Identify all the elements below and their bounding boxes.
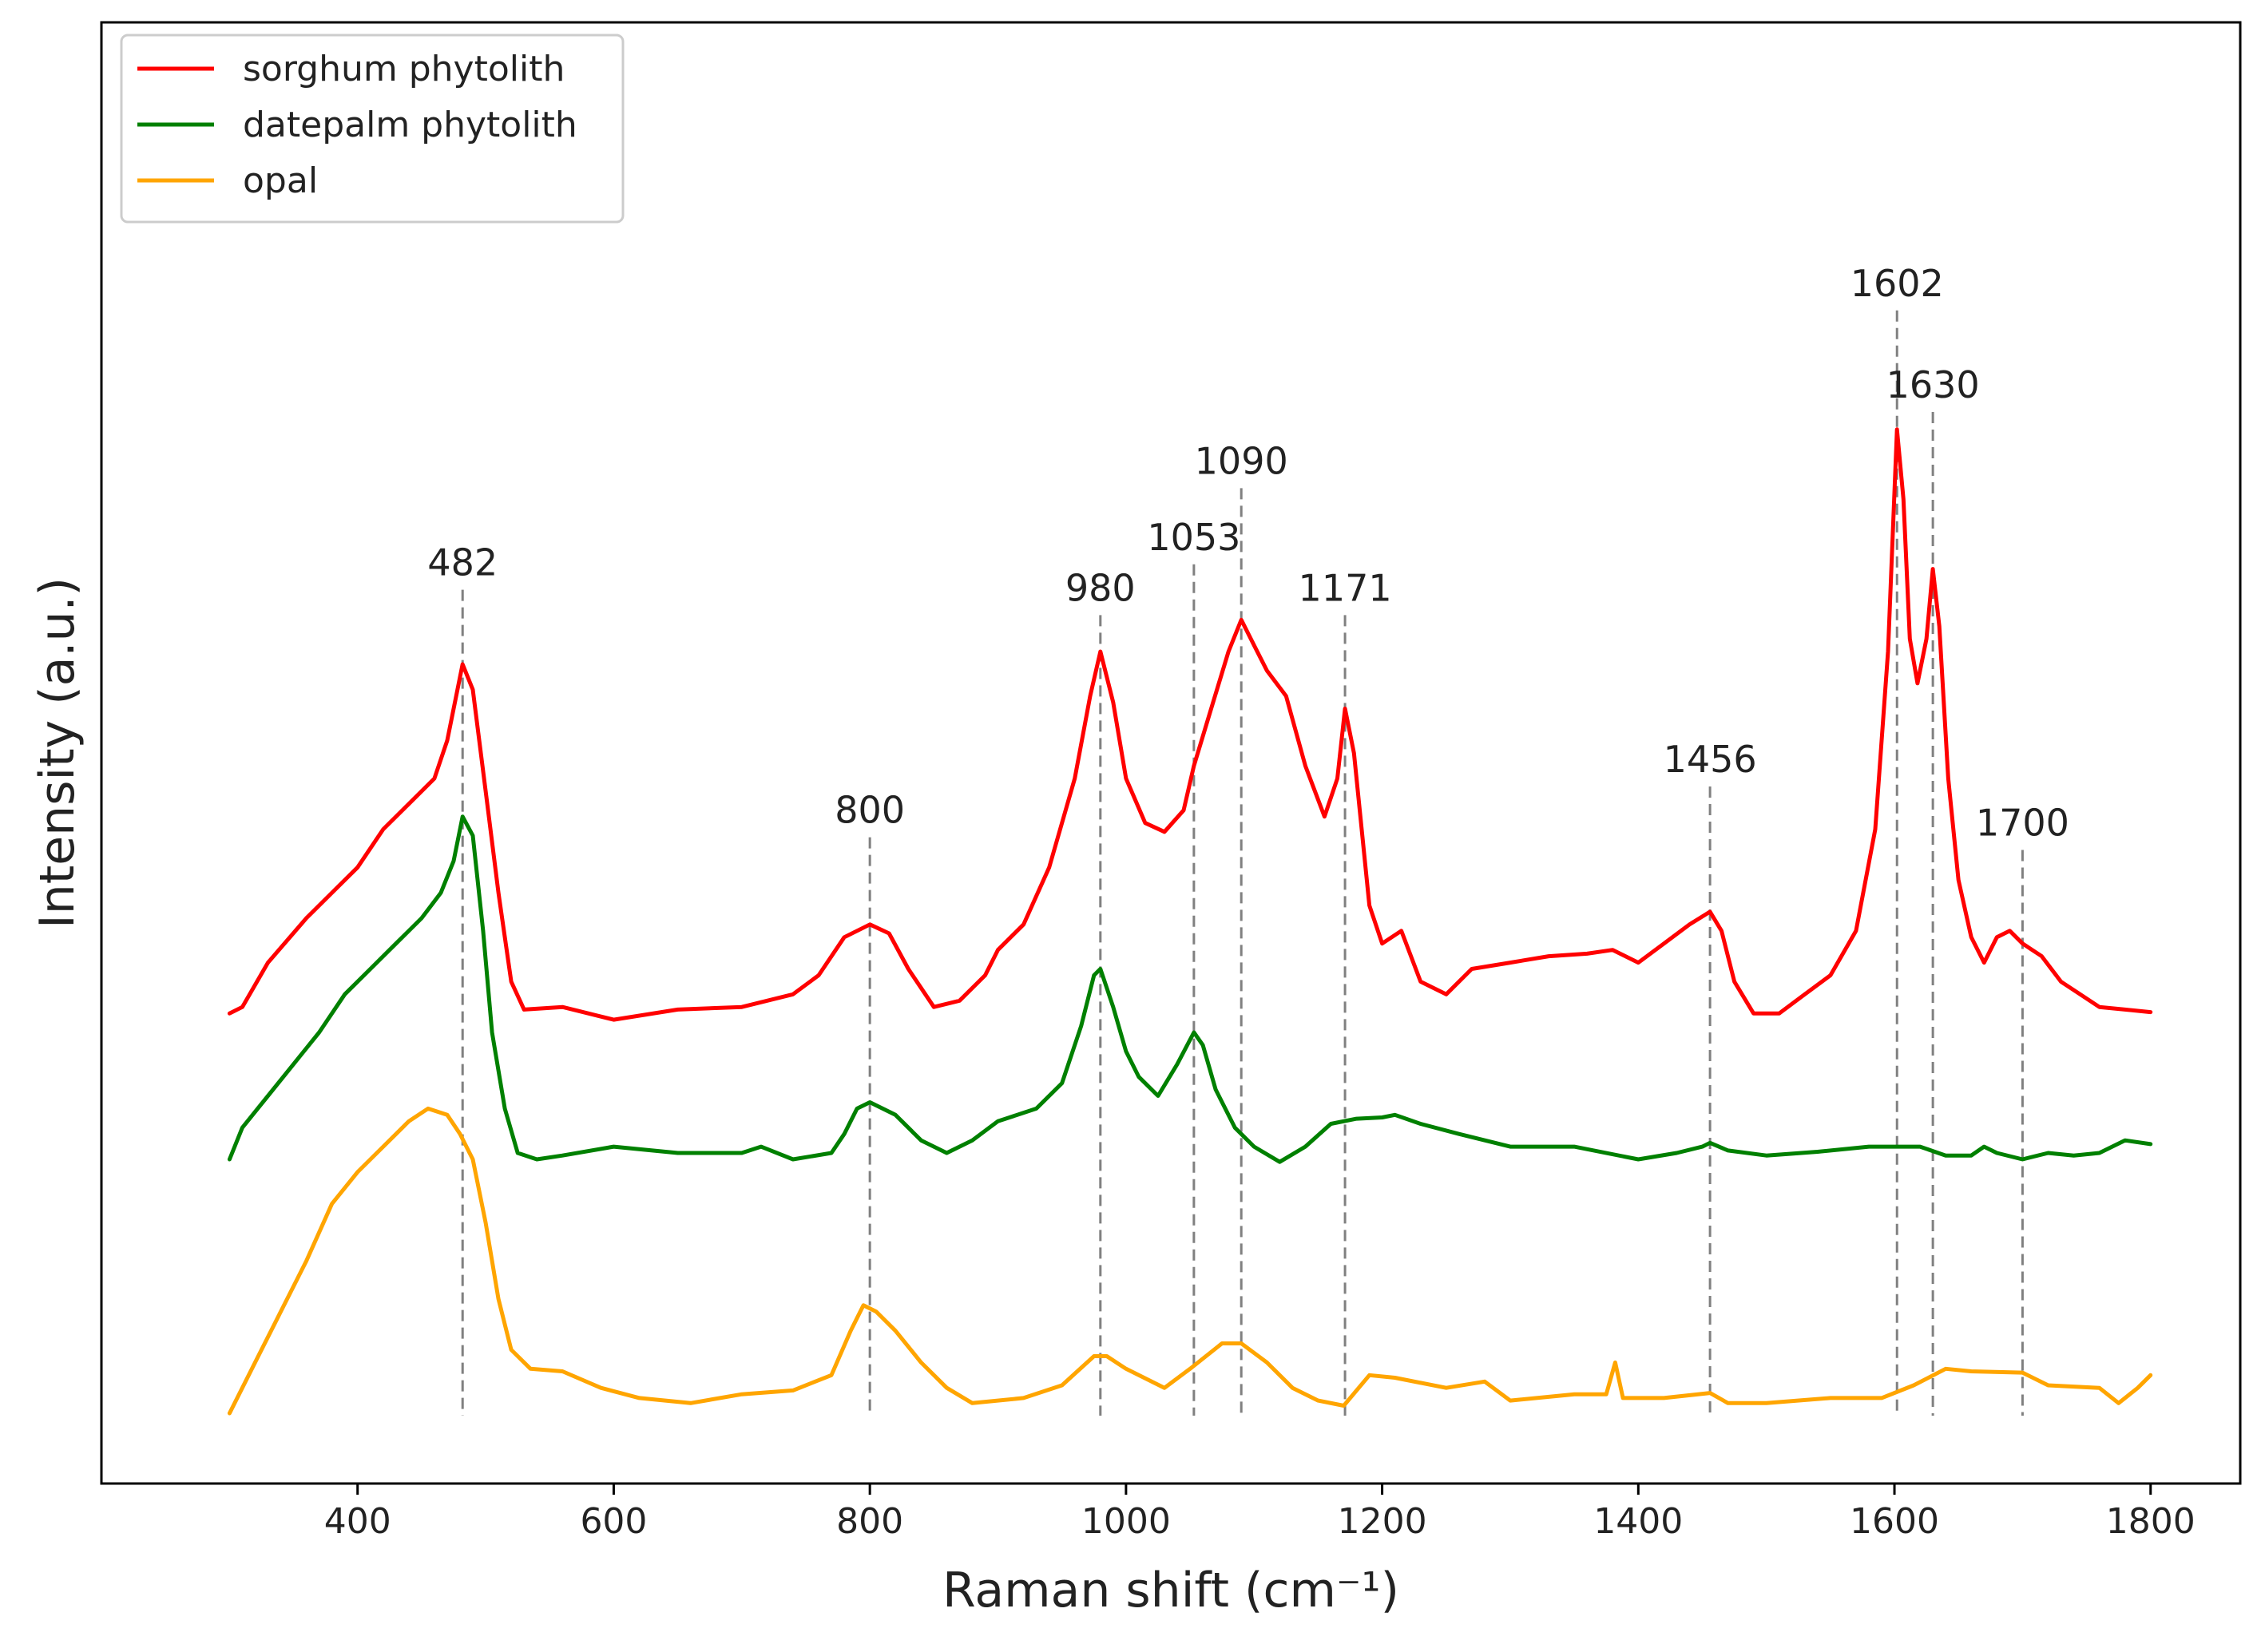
- peak-label-1630: 1630: [1886, 363, 1980, 406]
- peak-label-1700: 1700: [1976, 802, 2069, 845]
- peak-label-1053: 1053: [1147, 516, 1240, 559]
- y-axis-label: Intensity (a.u.): [30, 577, 85, 929]
- plot-frame: [100, 21, 2242, 1485]
- series-lines: [227, 427, 2153, 1416]
- x-tick-label-400: 400: [324, 1501, 391, 1542]
- x-tick-label-1800: 1800: [2106, 1501, 2196, 1542]
- x-tick-label-1400: 1400: [1593, 1501, 1683, 1542]
- peak-label-482: 482: [427, 541, 498, 584]
- x-tick-label-1000: 1000: [1081, 1501, 1171, 1542]
- x-tick-label-800: 800: [836, 1501, 903, 1542]
- peak-label-1090: 1090: [1195, 439, 1288, 482]
- legend-label-sorghum-phytolith: sorghum phytolith: [243, 49, 565, 89]
- legend: sorghum phytolith datepalm phytolith opal: [120, 34, 625, 224]
- peak-label-800: 800: [835, 789, 905, 832]
- peak-label-1602: 1602: [1850, 262, 1944, 305]
- peak-label-1171: 1171: [1299, 566, 1392, 609]
- peak-labels: 482 800 980 1053 1090 1171 1456 1602 1630 1700: [427, 262, 2069, 845]
- x-tick-label-1600: 1600: [1850, 1501, 1939, 1542]
- x-axis-label: Raman shift (cm⁻¹): [942, 1563, 1399, 1618]
- series-line-opal: [227, 1106, 2153, 1416]
- legend-label-datepalm-phytolith: datepalm phytolith: [243, 105, 577, 145]
- x-tick-label-600: 600: [580, 1501, 647, 1542]
- x-tick-label-1200: 1200: [1338, 1501, 1427, 1542]
- series-line-sorghum-phytolith: [227, 427, 2153, 1022]
- legend-label-opal: opal: [243, 160, 318, 201]
- x-axis-ticks: 400 600 800 1000 1200 1400 1600 1800: [324, 1484, 2196, 1542]
- series-line-datepalm-phytolith: [227, 814, 2153, 1164]
- peak-label-1456: 1456: [1664, 738, 1757, 781]
- peak-label-980: 980: [1065, 566, 1136, 609]
- legend-box: [120, 34, 625, 224]
